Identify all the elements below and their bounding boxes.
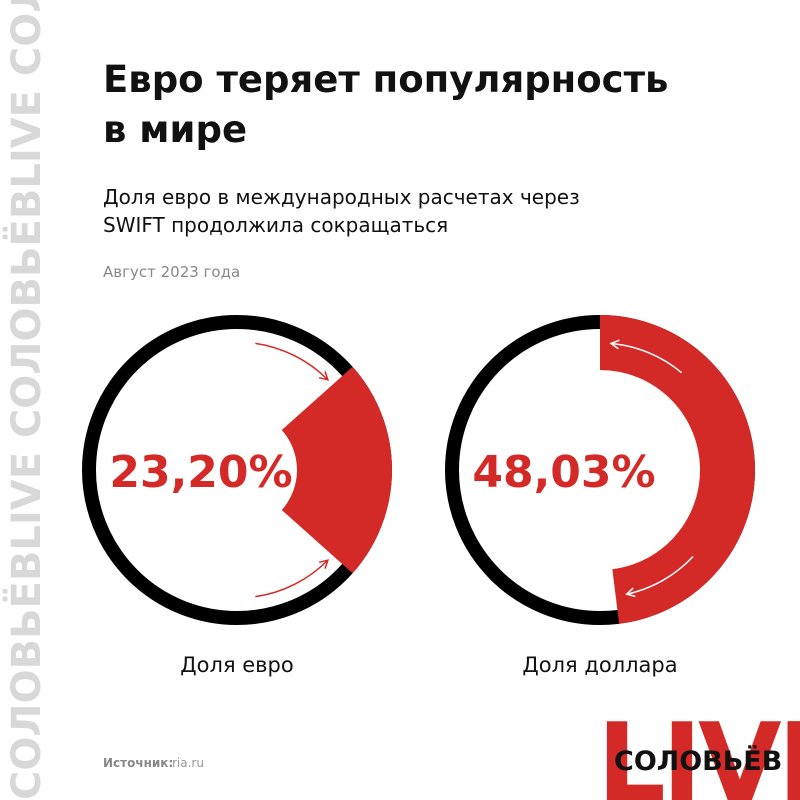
subtitle-line: SWIFT продолжила сокращаться xyxy=(103,213,448,237)
logo-live: LIVE xyxy=(597,701,800,800)
arrow-arc xyxy=(255,559,329,598)
subtitle-line: Доля евро в международных расчетах через xyxy=(103,185,580,209)
arrow-head xyxy=(609,339,620,350)
arrow-arc xyxy=(611,342,683,374)
logo-name: СОЛОВЬЁВ xyxy=(614,745,782,777)
title-line: Евро теряет популярность xyxy=(103,58,668,101)
arrow-arc xyxy=(255,342,329,381)
category-label: Доля доллара xyxy=(522,653,677,677)
source: ria.ru xyxy=(172,756,204,770)
date: Август 2023 года xyxy=(103,263,240,281)
value-label: 23,20% xyxy=(109,447,292,498)
source-label: Источник: xyxy=(103,756,173,770)
arrow-arc xyxy=(626,555,694,595)
share-sector xyxy=(281,366,392,574)
value-label: 48,03% xyxy=(472,447,655,498)
watermark: СОЛОВЬЁВLIVE СОЛОВЬЁВLIVE СОЛОВЬЁВ xyxy=(2,0,50,800)
arrow-head xyxy=(318,371,330,381)
share-sector xyxy=(600,315,755,624)
arrow-head xyxy=(318,559,330,569)
arrow-head xyxy=(625,587,636,598)
title-line: в мире xyxy=(103,108,247,151)
category-label: Доля евро xyxy=(180,653,293,677)
